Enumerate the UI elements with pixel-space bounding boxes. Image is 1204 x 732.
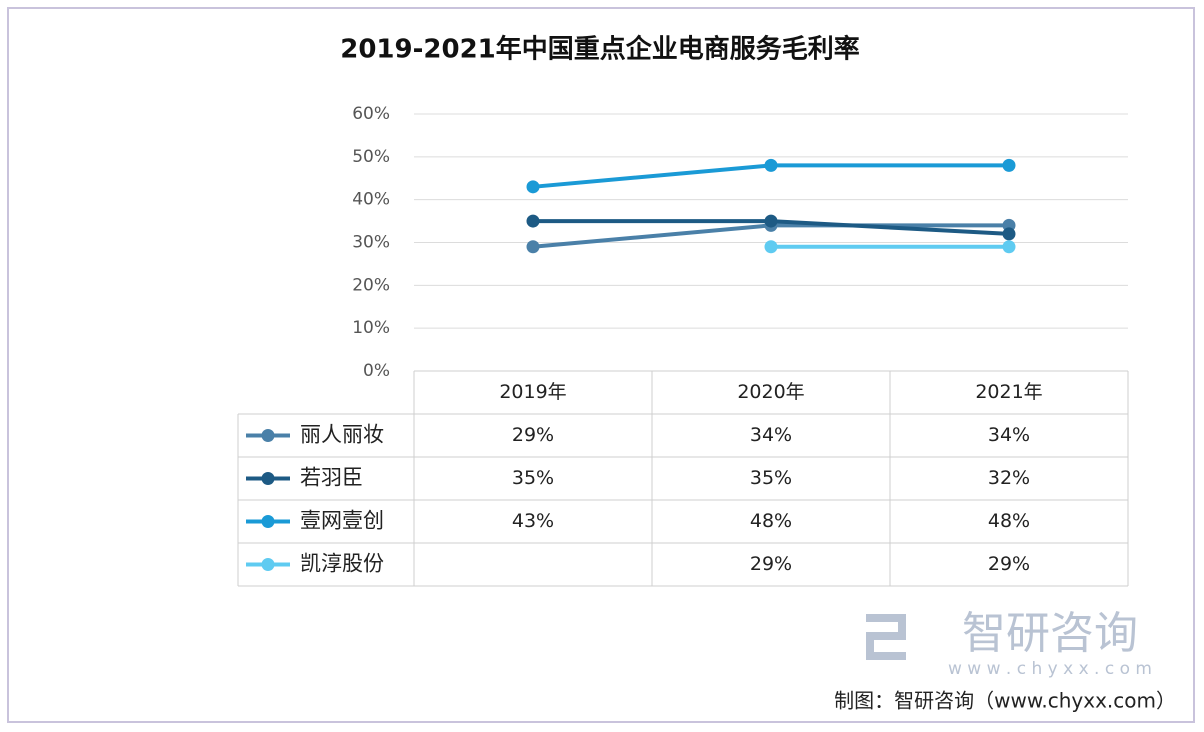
legend-marker (261, 472, 275, 485)
y-tick-label: 30% (352, 233, 390, 253)
legend-label: 壹网壹创 (300, 509, 384, 533)
table-value: 29% (988, 553, 1030, 575)
data-point (1002, 240, 1016, 254)
data-point (1002, 158, 1016, 172)
watermark-name: 智研咨询 (962, 608, 1138, 659)
frame (7, 7, 1195, 723)
legend-label: 若羽臣 (300, 466, 363, 490)
data-point (526, 214, 540, 228)
data-point (526, 240, 540, 254)
chart-title: 2019-2021年中国重点企业电商服务毛利率 (340, 34, 860, 65)
y-tick-label: 50% (352, 147, 390, 167)
data-point (526, 180, 540, 194)
x-tick-label: 2020年 (737, 381, 804, 403)
table-value: 48% (750, 510, 792, 532)
legend-label: 凯淳股份 (300, 552, 384, 576)
y-tick-label: 60% (352, 104, 390, 124)
y-tick-label: 40% (352, 190, 390, 210)
source: 制图：智研咨询（www.chyxx.com） (834, 689, 1176, 713)
y-tick-label: 0% (363, 361, 390, 381)
table-value: 34% (750, 424, 792, 446)
watermark-url: w w w . c h y x x . c o m (948, 659, 1152, 679)
legend-marker (261, 558, 275, 571)
data-point (764, 214, 778, 228)
table-value: 35% (750, 467, 792, 489)
table-value: 48% (988, 510, 1030, 532)
table-value: 32% (988, 467, 1030, 489)
table-value: 29% (512, 424, 554, 446)
table-value: 29% (750, 553, 792, 575)
y-tick-label: 10% (352, 318, 390, 338)
watermark-logo (866, 614, 906, 660)
table-value: 43% (512, 510, 554, 532)
x-tick-label: 2021年 (975, 381, 1042, 403)
table-value: 34% (988, 424, 1030, 446)
data-point (764, 158, 778, 172)
y-tick-label: 20% (352, 275, 390, 295)
table-value: 35% (512, 467, 554, 489)
legend-label: 丽人丽妆 (300, 423, 384, 447)
legend-marker (261, 429, 275, 442)
x-tick-label: 2019年 (499, 381, 566, 403)
data-point (764, 240, 778, 254)
data-point (1002, 227, 1016, 241)
legend-marker (261, 515, 275, 528)
